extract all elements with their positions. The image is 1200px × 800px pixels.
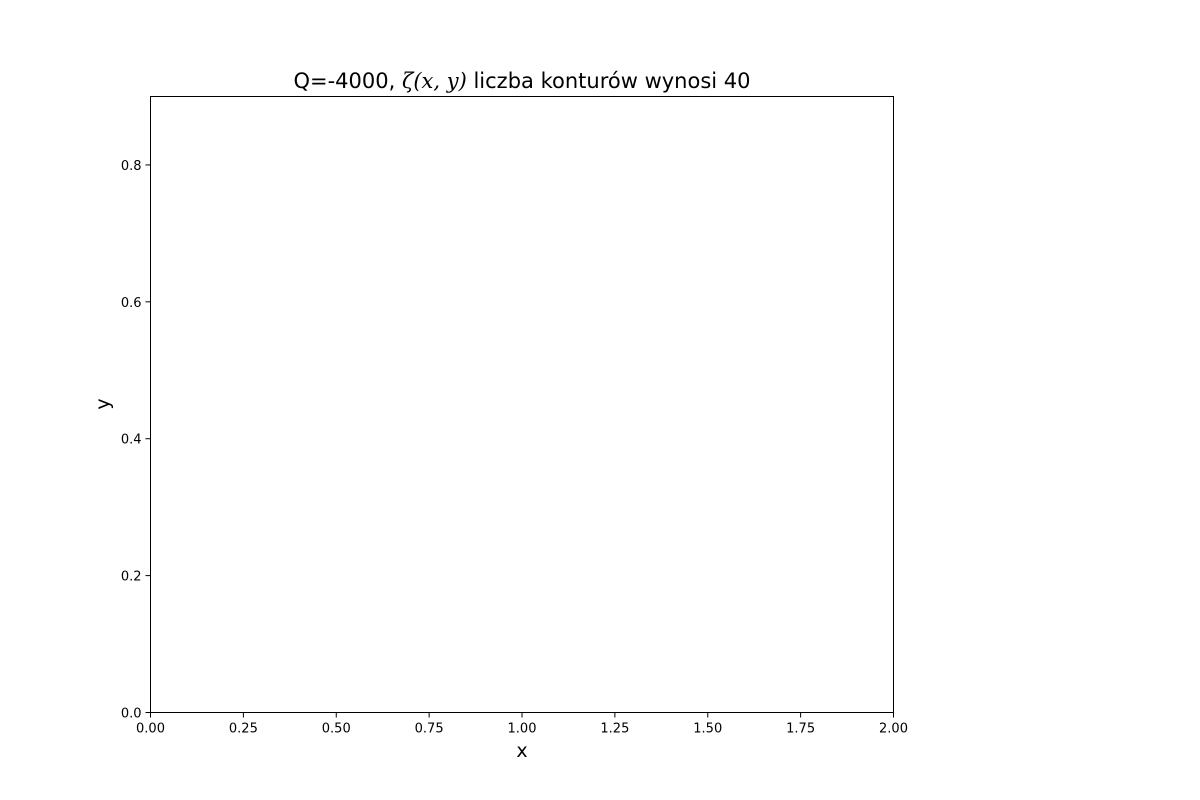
x-tick-label: 1.00 (508, 722, 537, 737)
title-suffix: liczba konturów wynosi 40 (467, 69, 751, 93)
y-tick-label: 0.2 (121, 570, 142, 585)
plot-area (150, 96, 894, 713)
title-prefix: Q=-4000, (293, 69, 402, 93)
x-tick-label: 0.00 (136, 722, 165, 737)
x-axis-ticks: 0.00 0.25 0.50 0.75 1.00 1.25 1.50 1.75 2.00 (136, 712, 908, 737)
x-tick-label: 1.50 (693, 722, 722, 737)
chart-title: Q=-4000, ζ(x, y) liczba konturów wynosi … (293, 69, 750, 93)
x-tick-label: 0.75 (415, 722, 444, 737)
y-tick-label: 0.8 (121, 159, 142, 174)
y-tick-label: 0.4 (121, 433, 142, 448)
y-axis-ticks: 0.0 0.2 0.4 0.6 0.8 (121, 159, 151, 722)
x-tick-label: 1.75 (786, 722, 815, 737)
y-tick-label: 0.0 (121, 707, 142, 722)
x-tick-label: 1.25 (600, 722, 629, 737)
x-tick-label: 0.50 (322, 722, 351, 737)
x-tick-label: 0.25 (229, 722, 258, 737)
x-tick-label: 2.00 (879, 722, 908, 737)
y-axis-label: y (92, 398, 114, 409)
y-tick-label: 0.6 (121, 296, 142, 311)
title-math: ζ(x, y) (402, 69, 467, 93)
x-axis-label: x (516, 740, 527, 762)
